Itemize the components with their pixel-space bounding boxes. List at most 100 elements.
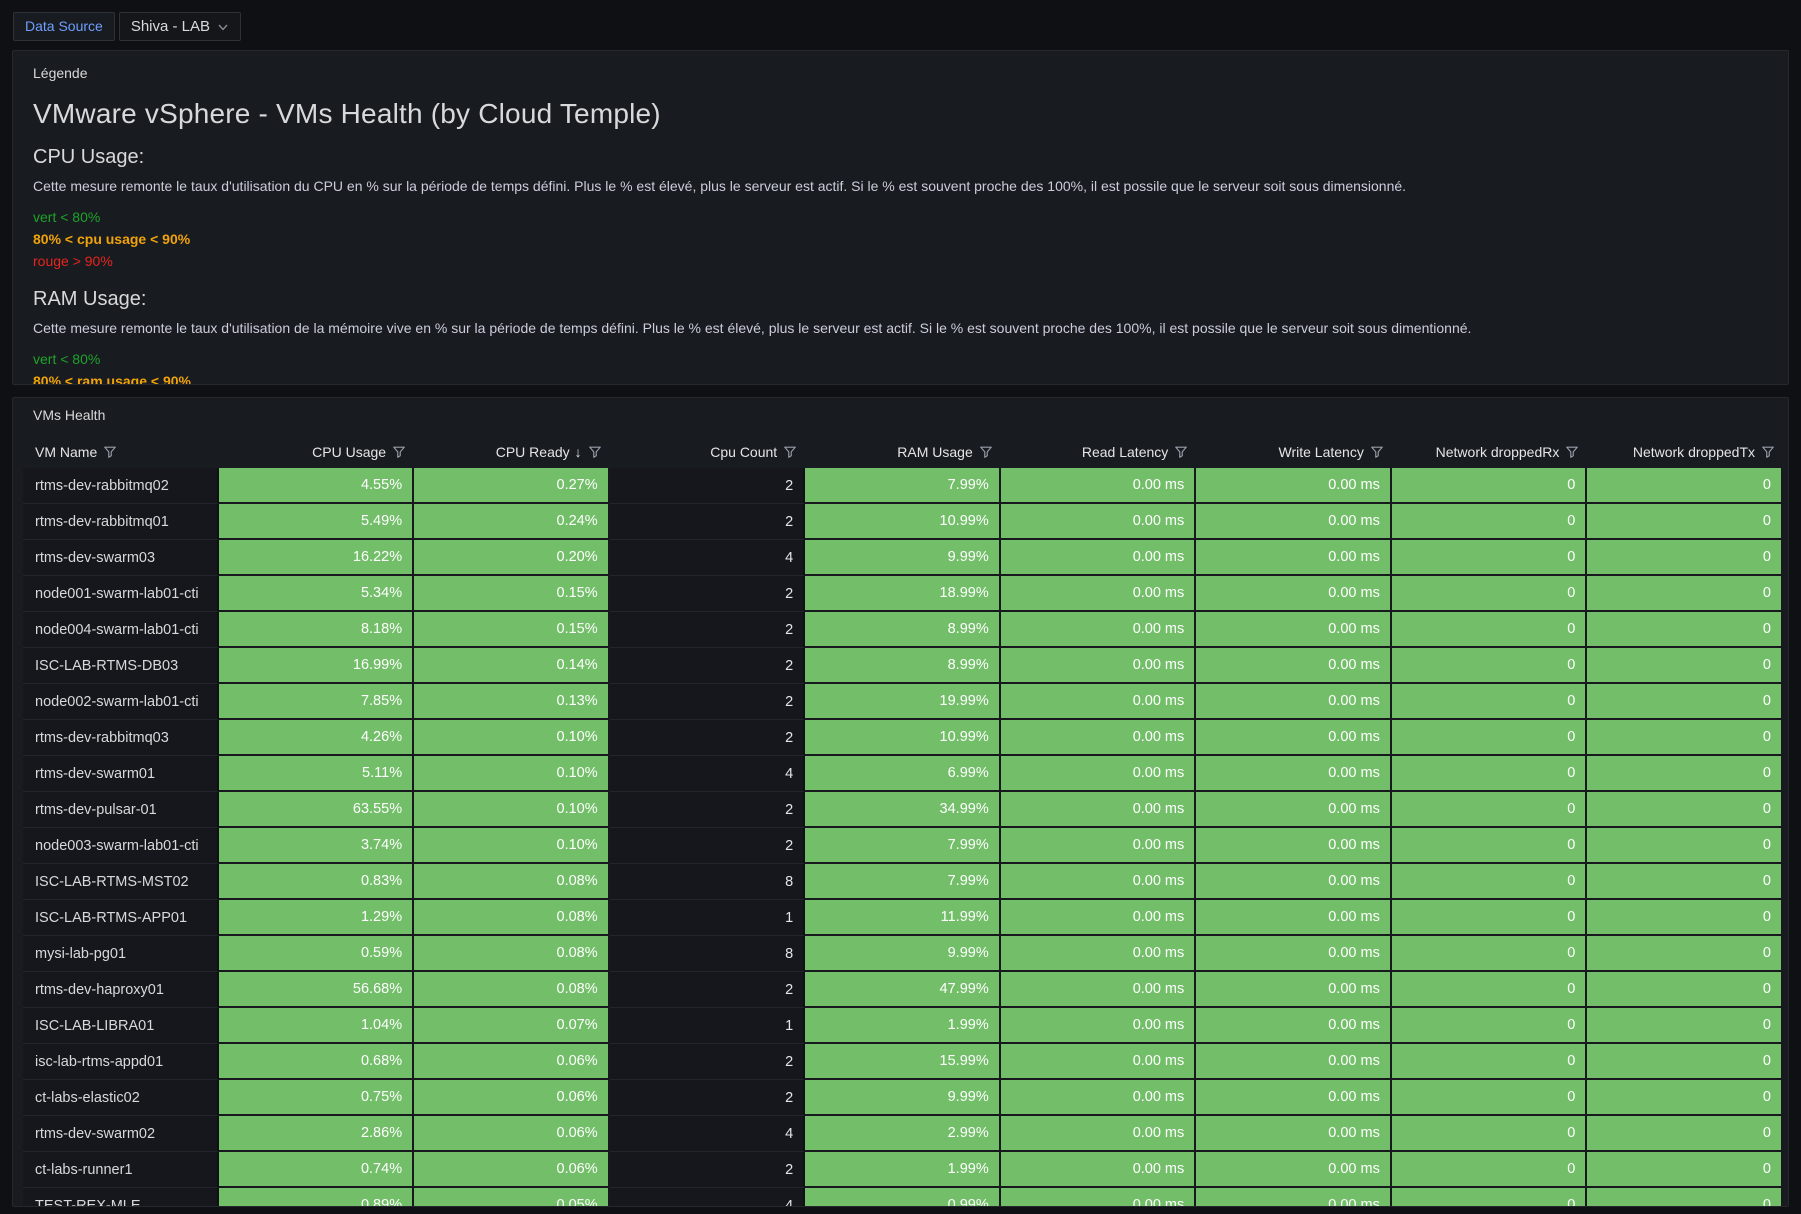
table-cell: 0 (1587, 504, 1783, 540)
table-cell: 0.00 ms (1000, 1080, 1197, 1116)
table-cell: 7.85% (218, 684, 415, 720)
table-row: ISC-LAB-RTMS-DB03 16.99% 0.14% 2 8.99% 0.00 m… (23, 648, 1783, 684)
table-cell: 0.00 ms (1000, 684, 1197, 720)
column-header-network-droppedrx[interactable]: Network droppedRx (1392, 436, 1588, 468)
table-cell: 0.06% (414, 1116, 610, 1152)
column-header-cpu-count[interactable]: Cpu Count (610, 436, 806, 468)
table-cell: 0.00 ms (1196, 1008, 1392, 1044)
table-cell: 0 (1587, 1152, 1783, 1188)
filter-icon[interactable] (1370, 445, 1384, 459)
table-cell: 0 (1587, 828, 1783, 864)
column-header-ram-usage[interactable]: RAM Usage (805, 436, 1001, 468)
table-cell: 0.10% (414, 828, 610, 864)
table-cell: 1.04% (218, 1008, 415, 1044)
table-cell: 5.34% (218, 576, 415, 612)
table-cell: 0.00 ms (1000, 1188, 1197, 1206)
table-cell: 16.22% (218, 540, 415, 576)
table-cell: 0 (1391, 648, 1588, 684)
sort-desc-icon[interactable]: ↓ (574, 444, 582, 460)
legend-panel-title: Légende (33, 65, 88, 81)
table-cell: 0 (1391, 540, 1588, 576)
table-cell: 2 (609, 468, 806, 504)
table-cell: 0.00 ms (1196, 792, 1392, 828)
table-cell: 15.99% (805, 1044, 1001, 1080)
column-header-vm-name[interactable]: VM Name (23, 436, 219, 468)
column-header-read-latency[interactable]: Read Latency (1001, 436, 1197, 468)
table-row: mysi-lab-pg01 0.59% 0.08% 8 9.99% 0.00 ms 0.00… (23, 936, 1783, 972)
table-cell: ct-labs-runner1 (23, 1152, 219, 1188)
table-cell: 0.00 ms (1000, 1044, 1197, 1080)
table-cell: 0.00 ms (1000, 612, 1197, 648)
table-cell: 0.00 ms (1196, 1044, 1392, 1080)
cpu-threshold-red: rouge > 90% (33, 253, 113, 269)
table-cell: 0.05% (414, 1188, 610, 1206)
filter-icon[interactable] (1565, 445, 1579, 459)
table-cell: 0.00 ms (1000, 540, 1197, 576)
table-cell: 0.00 ms (1000, 1008, 1197, 1044)
table-cell: 0 (1587, 1080, 1783, 1116)
table-cell: 0 (1391, 1152, 1588, 1188)
table-cell: 0 (1587, 576, 1783, 612)
table-cell: 0 (1391, 576, 1588, 612)
table-cell: 0 (1391, 612, 1588, 648)
table-cell: mysi-lab-pg01 (23, 936, 219, 972)
table-cell: 0 (1391, 1116, 1588, 1152)
vms-health-panel-title: VMs Health (33, 407, 106, 423)
table-cell: 0 (1391, 1008, 1588, 1044)
table-cell: 0.00 ms (1196, 1188, 1392, 1206)
table-cell: 0.74% (218, 1152, 415, 1188)
filter-icon[interactable] (1761, 445, 1775, 459)
table-row: rtms-dev-swarm03 16.22% 0.20% 4 9.99% 0.00 ms… (23, 540, 1783, 576)
table-cell: 4 (609, 1188, 806, 1206)
filter-icon[interactable] (979, 445, 993, 459)
table-cell: 0.00 ms (1196, 612, 1392, 648)
table-cell: 2 (609, 720, 806, 756)
table-cell: 0.00 ms (1196, 756, 1392, 792)
column-header-network-droppedtx[interactable]: Network droppedTx (1587, 436, 1783, 468)
table-cell: rtms-dev-rabbitmq02 (23, 468, 219, 504)
table-cell: 4 (609, 1116, 806, 1152)
table-cell: 0.00 ms (1196, 828, 1392, 864)
table-cell: 5.11% (218, 756, 415, 792)
table-cell: 0.75% (218, 1080, 415, 1116)
table-cell: 2 (609, 972, 806, 1008)
ram-usage-heading: RAM Usage: (33, 288, 147, 310)
column-header-write-latency[interactable]: Write Latency (1196, 436, 1392, 468)
column-header-cpu-ready[interactable]: CPU Ready ↓ (414, 436, 610, 468)
table-cell: 0.00 ms (1000, 504, 1197, 540)
table-cell: 0 (1391, 504, 1588, 540)
datasource-label-button[interactable]: Data Source (13, 12, 115, 41)
table-cell: node004-swarm-lab01-cti (23, 612, 219, 648)
table-cell: 47.99% (805, 972, 1001, 1008)
filter-icon[interactable] (783, 445, 797, 459)
filter-icon[interactable] (392, 445, 406, 459)
table-cell: ct-labs-elastic02 (23, 1080, 219, 1116)
table-cell: 0.00 ms (1000, 828, 1197, 864)
ram-threshold-orange: 80% < ram usage < 90% (33, 373, 191, 385)
table-cell: 0.10% (414, 756, 610, 792)
table-cell: node003-swarm-lab01-cti (23, 828, 219, 864)
table-cell: rtms-dev-pulsar-01 (23, 792, 219, 828)
table-cell: 2 (609, 1044, 806, 1080)
column-header-label: Network droppedRx (1435, 444, 1560, 460)
legend-panel: Légende VMware vSphere - VMs Health (by … (12, 50, 1789, 385)
table-cell: 2 (609, 648, 806, 684)
table-cell: 7.99% (805, 828, 1001, 864)
table-cell: 1.99% (805, 1152, 1001, 1188)
column-header-label: Network droppedTx (1632, 444, 1755, 460)
table-cell: 1 (609, 900, 806, 936)
table-cell: 0 (1587, 1188, 1783, 1206)
table-row: rtms-dev-rabbitmq02 4.55% 0.27% 2 7.99% 0.00 … (23, 468, 1783, 504)
variable-bar: Data Source Shiva - LAB (13, 12, 242, 41)
table-cell: 0 (1587, 900, 1783, 936)
filter-icon[interactable] (103, 445, 117, 459)
column-header-cpu-usage[interactable]: CPU Usage (219, 436, 415, 468)
table-cell: 4 (609, 756, 806, 792)
cpu-threshold-green: vert < 80% (33, 209, 101, 225)
filter-icon[interactable] (1174, 445, 1188, 459)
table-cell: ISC-LAB-RTMS-APP01 (23, 900, 219, 936)
table-cell: 10.99% (805, 720, 1001, 756)
table-cell: 0.68% (218, 1044, 415, 1080)
datasource-dropdown[interactable]: Shiva - LAB (118, 12, 242, 41)
filter-icon[interactable] (588, 445, 602, 459)
